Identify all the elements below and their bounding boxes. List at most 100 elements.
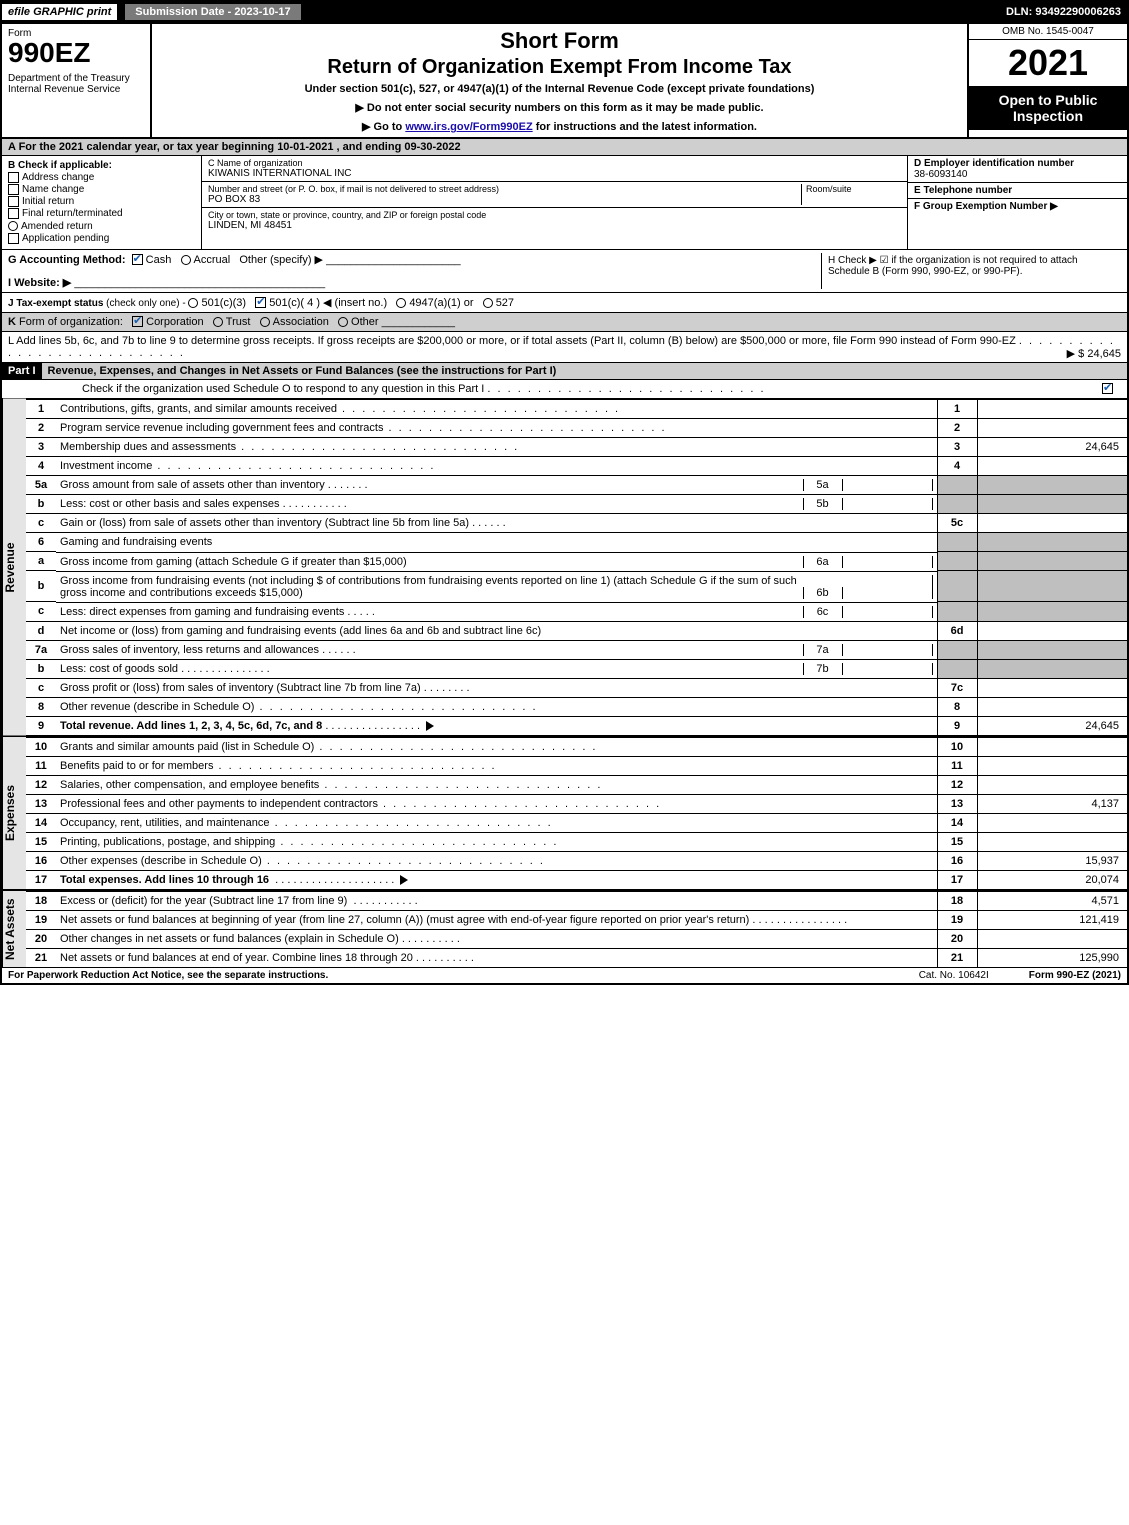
instr-link: ▶ Go to www.irs.gov/Form990EZ for instru… bbox=[162, 120, 957, 133]
revenue-section: Revenue 1Contributions, gifts, grants, a… bbox=[0, 399, 1129, 736]
form-title: Return of Organization Exempt From Incom… bbox=[162, 56, 957, 79]
chk-4947[interactable] bbox=[396, 298, 406, 308]
table-row: 6Gaming and fundraising events bbox=[26, 533, 1127, 552]
chk-501c[interactable] bbox=[255, 297, 266, 308]
chk-527[interactable] bbox=[483, 298, 493, 308]
line-g-h: G Accounting Method: Cash Accrual Other … bbox=[0, 250, 1129, 293]
header-right: OMB No. 1545-0047 2021 Open to Public In… bbox=[967, 24, 1127, 137]
part1-check-text: Check if the organization used Schedule … bbox=[82, 383, 484, 395]
section-c: C Name of organization KIWANIS INTERNATI… bbox=[202, 156, 907, 249]
entity-block: B Check if applicable: Address change Na… bbox=[0, 156, 1129, 250]
section-e-label: E Telephone number bbox=[914, 185, 1121, 196]
part1-title: Revenue, Expenses, and Changes in Net As… bbox=[42, 365, 557, 377]
instr-suffix: for instructions and the latest informat… bbox=[533, 121, 757, 133]
expenses-section: Expenses 10Grants and similar amounts pa… bbox=[0, 735, 1129, 889]
chk-address-change[interactable]: Address change bbox=[8, 172, 195, 183]
chk-assoc[interactable] bbox=[260, 317, 270, 327]
chk-cash[interactable] bbox=[132, 254, 143, 265]
footer-left: For Paperwork Reduction Act Notice, see … bbox=[8, 970, 328, 981]
side-revenue: Revenue bbox=[2, 399, 26, 736]
table-row: 15Printing, publications, postage, and s… bbox=[26, 833, 1127, 852]
dln: DLN: 93492290006263 bbox=[998, 4, 1129, 20]
arrow-icon bbox=[400, 875, 408, 885]
part1-check-row: Check if the organization used Schedule … bbox=[0, 380, 1129, 399]
table-row: 10Grants and similar amounts paid (list … bbox=[26, 738, 1127, 757]
table-row: 18Excess or (deficit) for the year (Subt… bbox=[26, 892, 1127, 911]
expenses-table: 10Grants and similar amounts paid (list … bbox=[26, 737, 1127, 889]
section-b-label: B Check if applicable: bbox=[8, 160, 195, 171]
side-net-assets: Net Assets bbox=[2, 891, 26, 967]
submission-date: Submission Date - 2023-10-17 bbox=[123, 2, 302, 22]
table-row: 20Other changes in net assets or fund ba… bbox=[26, 930, 1127, 949]
other-specify: Other (specify) ▶ bbox=[239, 254, 323, 266]
table-row: cGross profit or (loss) from sales of in… bbox=[26, 679, 1127, 698]
table-row: 19Net assets or fund balances at beginni… bbox=[26, 911, 1127, 930]
department: Department of the Treasury Internal Reve… bbox=[8, 73, 144, 95]
line-h: H Check ▶ ☑ if the organization is not r… bbox=[821, 253, 1121, 289]
table-row: cGain or (loss) from sale of assets othe… bbox=[26, 514, 1127, 533]
line-g-label: G Accounting Method: bbox=[8, 254, 126, 266]
chk-schedule-o[interactable] bbox=[1102, 383, 1113, 394]
header-left: Form 990EZ Department of the Treasury In… bbox=[2, 24, 152, 137]
table-row: 21Net assets or fund balances at end of … bbox=[26, 949, 1127, 968]
table-row: aGross income from gaming (attach Schedu… bbox=[26, 552, 1127, 571]
hint-org-name: C Name of organization bbox=[208, 158, 901, 168]
chk-name-change[interactable]: Name change bbox=[8, 184, 195, 195]
org-name: KIWANIS INTERNATIONAL INC bbox=[208, 168, 901, 179]
net-assets-section: Net Assets 18Excess or (deficit) for the… bbox=[0, 889, 1129, 967]
chk-application-pending[interactable]: Application pending bbox=[8, 233, 195, 244]
section-f-label: F Group Exemption Number ▶ bbox=[914, 201, 1121, 212]
chk-initial-return[interactable]: Initial return bbox=[8, 196, 195, 207]
chk-amended[interactable]: Amended return bbox=[8, 221, 195, 232]
table-row: 16Other expenses (describe in Schedule O… bbox=[26, 852, 1127, 871]
table-row: 11Benefits paid to or for members11 bbox=[26, 757, 1127, 776]
hint-city: City or town, state or province, country… bbox=[208, 210, 901, 220]
table-row: 1Contributions, gifts, grants, and simil… bbox=[26, 399, 1127, 418]
arrow-icon bbox=[426, 721, 434, 731]
section-d-label: D Employer identification number bbox=[914, 158, 1121, 169]
net-assets-table: 18Excess or (deficit) for the year (Subt… bbox=[26, 891, 1127, 967]
table-row: 5aGross amount from sale of assets other… bbox=[26, 475, 1127, 494]
line-i: I Website: ▶ bbox=[8, 277, 71, 289]
hint-address: Number and street (or P. O. box, if mail… bbox=[208, 184, 801, 194]
part1-label: Part I bbox=[2, 363, 42, 379]
table-row: bLess: cost or other basis and sales exp… bbox=[26, 494, 1127, 514]
table-row: 2Program service revenue including gover… bbox=[26, 418, 1127, 437]
revenue-table: 1Contributions, gifts, grants, and simil… bbox=[26, 399, 1127, 736]
section-b: B Check if applicable: Address change Na… bbox=[2, 156, 202, 249]
page-footer: For Paperwork Reduction Act Notice, see … bbox=[0, 967, 1129, 985]
table-row: 3Membership dues and assessments324,645 bbox=[26, 437, 1127, 456]
chk-final-return[interactable]: Final return/terminated bbox=[8, 208, 195, 219]
table-row: bLess: cost of goods sold . . . . . . . … bbox=[26, 659, 1127, 679]
form-header: Form 990EZ Department of the Treasury In… bbox=[0, 24, 1129, 139]
chk-trust[interactable] bbox=[213, 317, 223, 327]
table-row: dNet income or (loss) from gaming and fu… bbox=[26, 621, 1127, 640]
table-row: 13Professional fees and other payments t… bbox=[26, 795, 1127, 814]
table-row: 4Investment income4 bbox=[26, 456, 1127, 475]
chk-other-org[interactable] bbox=[338, 317, 348, 327]
part1-header: Part I Revenue, Expenses, and Changes in… bbox=[0, 363, 1129, 380]
chk-accrual[interactable] bbox=[181, 255, 191, 265]
line-k: K Form of organization: Corporation Trus… bbox=[0, 313, 1129, 332]
table-row: 12Salaries, other compensation, and empl… bbox=[26, 776, 1127, 795]
short-form-title: Short Form bbox=[162, 28, 957, 54]
chk-501c3[interactable] bbox=[188, 298, 198, 308]
line-a: A For the 2021 calendar year, or tax yea… bbox=[0, 139, 1129, 156]
line-l-text: L Add lines 5b, 6c, and 7b to line 9 to … bbox=[8, 335, 1016, 347]
irs-link[interactable]: www.irs.gov/Form990EZ bbox=[405, 121, 532, 133]
footer-center: Cat. No. 10642I bbox=[919, 970, 989, 981]
table-row: 9Total revenue. Add lines 1, 2, 3, 4, 5c… bbox=[26, 717, 1127, 736]
form-subtitle: Under section 501(c), 527, or 4947(a)(1)… bbox=[162, 83, 957, 95]
side-expenses: Expenses bbox=[2, 737, 26, 889]
table-row: cLess: direct expenses from gaming and f… bbox=[26, 602, 1127, 622]
table-row: bGross income from fundraising events (n… bbox=[26, 571, 1127, 602]
chk-corp[interactable] bbox=[132, 316, 143, 327]
table-row: 14Occupancy, rent, utilities, and mainte… bbox=[26, 814, 1127, 833]
instr-prefix: ▶ Go to bbox=[362, 121, 405, 133]
table-row: 7aGross sales of inventory, less returns… bbox=[26, 640, 1127, 659]
line-l: L Add lines 5b, 6c, and 7b to line 9 to … bbox=[0, 332, 1129, 363]
org-address: PO BOX 83 bbox=[208, 194, 801, 205]
table-row: 17Total expenses. Add lines 10 through 1… bbox=[26, 871, 1127, 890]
instr-ssn: ▶ Do not enter social security numbers o… bbox=[162, 101, 957, 114]
section-def: D Employer identification number 38-6093… bbox=[907, 156, 1127, 249]
